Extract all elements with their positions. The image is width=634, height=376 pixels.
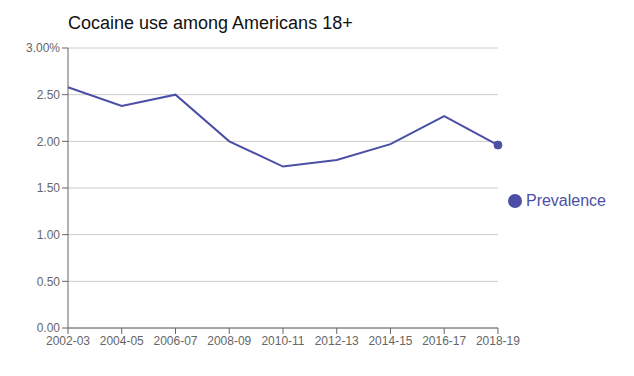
svg-text:3.00%: 3.00% [26,41,60,55]
html-text:Cocaine use among Americans 18: Cocaine use among Americans 18+ [68,13,353,33]
svg-text:2018-19: 2018-19 [476,334,520,348]
html-text:Prevalence: Prevalence [526,191,606,209]
svg-text:2006-07: 2006-07 [153,334,197,348]
svg-text:0.00: 0.00 [37,321,61,335]
svg-text:1.50: 1.50 [37,181,61,195]
svg-text:2010-11: 2010-11 [261,334,304,348]
svg-text:2002-03: 2002-03 [46,334,90,348]
svg-text:0.50: 0.50 [37,275,61,289]
svg-text:2012-13: 2012-13 [315,334,359,348]
svg-text:2004-05: 2004-05 [100,334,144,348]
svg-text:2016-17: 2016-17 [422,334,466,348]
svg-text:1.00: 1.00 [37,228,61,242]
svg-text:2008-09: 2008-09 [207,334,251,348]
svg-text:2014-15: 2014-15 [368,334,412,348]
svg-text:2.50: 2.50 [37,88,61,102]
svg-text:2.00: 2.00 [37,135,61,149]
